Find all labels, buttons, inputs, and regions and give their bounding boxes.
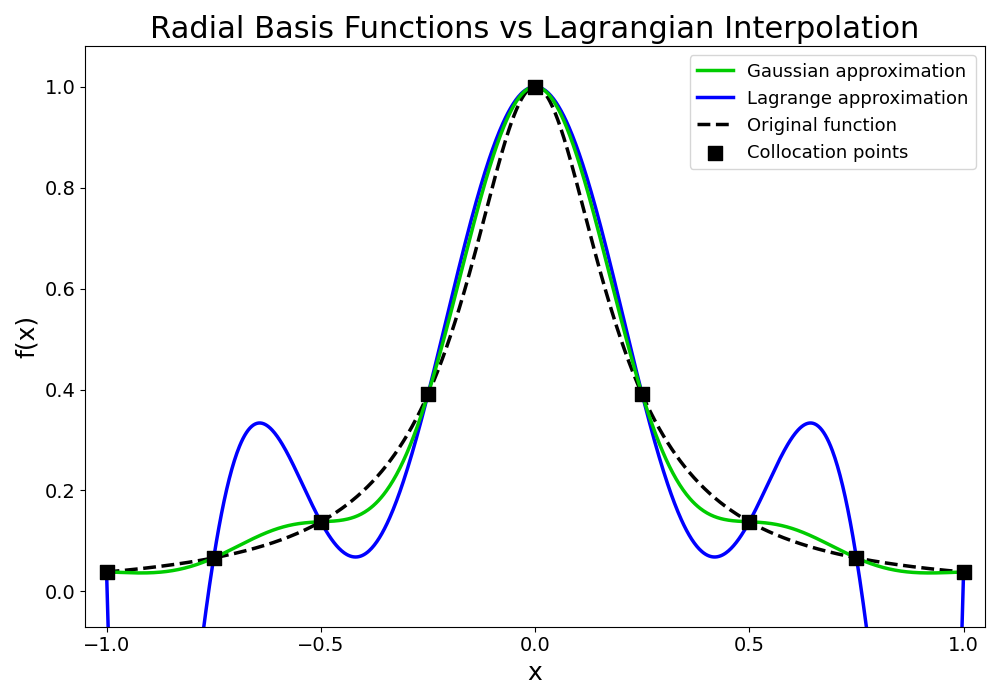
Lagrange approximation [770,463,782,472]
Lagrange approximation [101,568,113,576]
Lagrange approximation [447,287,459,295]
Gaussian approximation [479,179,491,188]
Line: Original function: Original function [107,87,964,572]
Collocation points [527,81,543,92]
Collocation points [741,516,757,527]
Gaussian approximation [101,568,113,576]
Collocation points [313,516,329,527]
Gaussian approximation [691,501,703,510]
Collocation points [99,566,115,578]
Lagrange approximation [958,568,970,576]
Title: Radial Basis Functions vs Lagrangian Interpolation: Radial Basis Functions vs Lagrangian Int… [150,15,920,44]
Lagrange approximation [690,541,702,550]
Original function [770,531,782,539]
Original function [690,475,702,484]
Collocation points [634,389,650,400]
Gaussian approximation [529,83,541,91]
Lagrange approximation [529,83,541,91]
Original function [447,323,459,332]
Original function [188,557,200,566]
Gaussian approximation [771,520,783,528]
Line: Lagrange approximation: Lagrange approximation [107,87,964,700]
Collocation points [956,566,972,578]
Original function [958,568,970,576]
Gaussian approximation [786,524,798,533]
Y-axis label: f(x): f(x) [15,315,39,358]
Gaussian approximation [448,296,460,304]
Original function [101,568,113,576]
Original function [785,536,797,545]
X-axis label: x: x [528,661,542,685]
Gaussian approximation [958,568,970,576]
Legend: Gaussian approximation, Lagrange approximation, Original function, Collocation p: Gaussian approximation, Lagrange approxi… [690,55,976,169]
Gaussian approximation [189,561,201,569]
Original function [478,215,490,223]
Lagrange approximation [785,435,797,443]
Line: Gaussian approximation: Gaussian approximation [107,87,964,573]
Original function [529,83,541,91]
Lagrange approximation [478,171,490,179]
Collocation points [420,389,436,400]
Gaussian approximation [135,568,147,577]
Collocation points [206,552,222,564]
Collocation points [848,552,864,564]
